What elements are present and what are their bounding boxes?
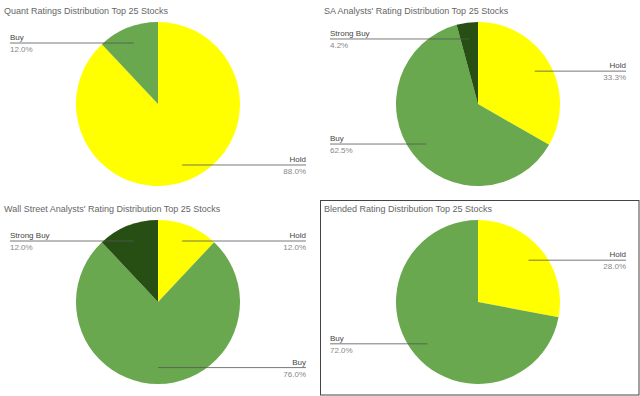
slices bbox=[396, 22, 560, 186]
data-labels: Hold 12.0% Buy 76.0% Strong Buy 12.0% bbox=[10, 231, 306, 379]
slice-label: Buy bbox=[292, 358, 306, 367]
slice-label: Hold bbox=[290, 231, 306, 240]
leader-line bbox=[158, 367, 306, 368]
slice-label: Buy bbox=[330, 134, 344, 143]
leader-line bbox=[535, 71, 626, 72]
pie-slice bbox=[102, 220, 158, 302]
slice-value-label: 72.0% bbox=[330, 346, 353, 355]
slice-value-label: 76.0% bbox=[283, 370, 306, 379]
data-labels: Hold 28.0% Buy 72.0% bbox=[330, 250, 626, 355]
leader-line bbox=[330, 38, 469, 39]
leader-line bbox=[10, 241, 134, 242]
leader-line bbox=[182, 241, 306, 242]
chart-canvas: Quant Ratings Distribution Top 25 Stocks… bbox=[0, 0, 640, 396]
pie-chart: Quant Ratings Distribution Top 25 Stocks… bbox=[4, 6, 306, 186]
slices bbox=[76, 22, 240, 186]
slice-value-label: 4.2% bbox=[330, 41, 348, 50]
leader-line bbox=[182, 164, 306, 165]
leader-line bbox=[330, 343, 427, 344]
pie-slice bbox=[76, 22, 240, 186]
slice-value-label: 88.0% bbox=[283, 167, 306, 176]
data-labels: Hold 33.3% Buy 62.5% Strong Buy 4.2% bbox=[330, 29, 626, 155]
chart-title: Wall Street Analysts' Rating Distributio… bbox=[4, 204, 221, 214]
pie-chart: SA Analysts' Rating Distribution Top 25 … bbox=[324, 6, 626, 186]
slice-label: Hold bbox=[610, 250, 626, 259]
leader-line bbox=[330, 144, 426, 145]
slice-value-label: 28.0% bbox=[603, 262, 626, 271]
slices bbox=[76, 220, 240, 384]
slice-label: Strong Buy bbox=[10, 231, 50, 240]
leader-line bbox=[10, 43, 134, 44]
data-labels: Hold 88.0% Buy 12.0% bbox=[10, 33, 306, 176]
slice-label: Hold bbox=[290, 155, 306, 164]
slice-label: Strong Buy bbox=[330, 29, 370, 38]
slice-value-label: 33.3% bbox=[603, 73, 626, 82]
leader-line bbox=[529, 260, 626, 261]
slice-label: Hold bbox=[610, 61, 626, 70]
chart-title: Quant Ratings Distribution Top 25 Stocks bbox=[4, 6, 168, 16]
slice-value-label: 12.0% bbox=[283, 243, 306, 252]
pie-slice bbox=[396, 220, 559, 384]
slice-value-label: 12.0% bbox=[10, 243, 33, 252]
slices bbox=[396, 220, 560, 384]
pie-slice bbox=[457, 22, 478, 104]
pie-slice bbox=[478, 220, 560, 317]
pie-chart: Wall Street Analysts' Rating Distributio… bbox=[4, 204, 306, 384]
slice-value-label: 62.5% bbox=[330, 146, 353, 155]
slice-value-label: 12.0% bbox=[10, 45, 33, 54]
slice-label: Buy bbox=[10, 33, 24, 42]
chart-title: Blended Rating Distribution Top 25 Stock… bbox=[324, 204, 492, 214]
pie-chart: Blended Rating Distribution Top 25 Stock… bbox=[321, 201, 640, 396]
chart-frame bbox=[321, 201, 640, 396]
pie-slice bbox=[102, 22, 158, 104]
chart-title: SA Analysts' Rating Distribution Top 25 … bbox=[324, 6, 509, 16]
slice-label: Buy bbox=[330, 334, 344, 343]
